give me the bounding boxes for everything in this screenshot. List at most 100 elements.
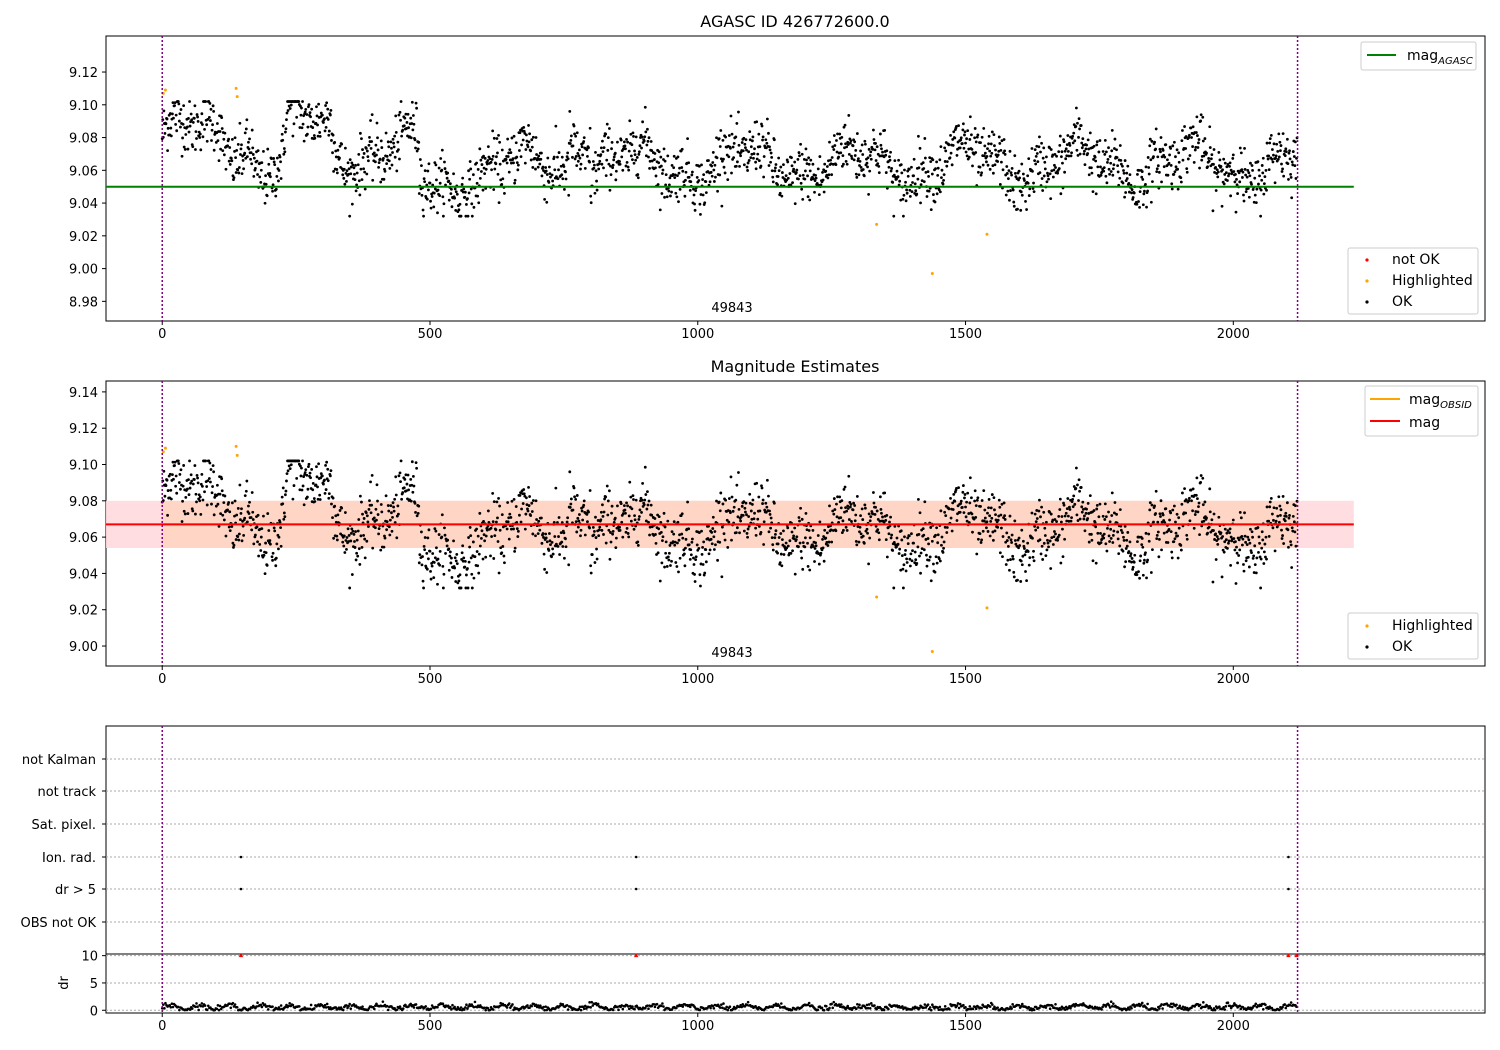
ok-point [280, 495, 284, 499]
ok-point [243, 494, 247, 498]
ok-point [970, 147, 974, 151]
ok-point [670, 190, 673, 194]
ok-point [1279, 508, 1283, 512]
ok-point [171, 460, 175, 464]
ok-point [825, 541, 829, 544]
ok-point [1110, 514, 1114, 517]
ok-point [241, 524, 245, 528]
ok-point [1046, 541, 1050, 545]
ok-point [376, 136, 379, 140]
ok-point [492, 188, 496, 191]
ok-point [594, 169, 598, 173]
ok-point [508, 148, 512, 151]
ok-point [749, 145, 753, 149]
ok-point [1250, 164, 1254, 167]
ok-point [255, 159, 259, 163]
ok-point [1196, 146, 1200, 149]
ok-point [355, 551, 359, 555]
ok-point [942, 178, 945, 182]
ok-point [1102, 532, 1106, 536]
ok-point [1259, 586, 1263, 590]
ok-point [845, 509, 849, 513]
ok-point [1257, 550, 1260, 554]
ok-point [599, 146, 603, 150]
ok-point [470, 586, 474, 590]
ok-point [307, 465, 310, 469]
ok-point [845, 529, 849, 532]
ok-point [1073, 502, 1077, 506]
ok-point [834, 529, 838, 533]
ok-point [345, 179, 348, 183]
ok-point [1179, 543, 1183, 547]
ok-point [800, 556, 804, 560]
ok-point [1237, 171, 1241, 175]
ok-point [509, 527, 513, 531]
ok-point [890, 167, 894, 170]
ok-point [723, 538, 727, 542]
flag-event [634, 887, 638, 891]
ok-point [592, 166, 596, 170]
ok-point [175, 129, 179, 133]
dr-point [288, 1001, 291, 1005]
ok-point [701, 545, 704, 549]
dr-point [449, 1005, 452, 1009]
ok-point [786, 176, 790, 180]
ok-point [791, 549, 794, 553]
ok-point [219, 512, 223, 516]
ok-point [723, 171, 727, 175]
ok-point [318, 493, 322, 497]
ok-point [205, 485, 209, 488]
ok-point [1148, 501, 1152, 505]
ok-point [1065, 507, 1069, 511]
ok-point [691, 170, 694, 174]
ok-point [1050, 169, 1054, 173]
ok-point [1046, 538, 1049, 542]
ok-point [466, 197, 469, 201]
ok-point [945, 531, 949, 534]
ok-point [877, 538, 881, 542]
dr-point [261, 1001, 265, 1005]
ok-point [195, 473, 199, 477]
dr-point [807, 1001, 811, 1005]
ok-point [895, 169, 899, 173]
ok-point [187, 117, 190, 120]
ok-point [1212, 529, 1215, 532]
dr-point [313, 1007, 316, 1010]
dr-tick-label: 10 [81, 950, 98, 965]
ok-point [671, 540, 675, 544]
ok-point [524, 148, 528, 151]
ok-point [1193, 513, 1197, 516]
ok-point [861, 168, 865, 171]
ok-point [1245, 543, 1249, 547]
ok-point [443, 160, 446, 164]
ok-point [624, 511, 627, 515]
ok-point [491, 492, 495, 495]
dr-point [698, 1008, 702, 1012]
ok-point [988, 514, 992, 518]
ok-point [798, 174, 802, 177]
ok-point [985, 160, 988, 164]
dr-point [217, 1008, 221, 1012]
ok-point [748, 492, 752, 496]
dr-point [348, 1002, 351, 1006]
ok-point [1076, 121, 1079, 125]
ok-point [257, 554, 261, 558]
ok-point [405, 489, 408, 493]
ok-point [715, 136, 718, 140]
ok-point [987, 498, 991, 501]
ok-point [663, 195, 666, 199]
ok-point [750, 139, 754, 143]
ok-point [627, 535, 631, 539]
ok-point [990, 493, 994, 496]
ok-point [842, 487, 846, 491]
ok-point [315, 475, 319, 479]
ok-point [738, 531, 741, 535]
ok-point [1008, 198, 1011, 202]
ok-point [1294, 140, 1297, 144]
ok-point [182, 145, 186, 149]
dr-point [386, 1008, 390, 1012]
ok-point [462, 556, 466, 560]
ok-point [364, 511, 368, 515]
ok-point [711, 161, 715, 164]
ok-point [514, 505, 518, 508]
